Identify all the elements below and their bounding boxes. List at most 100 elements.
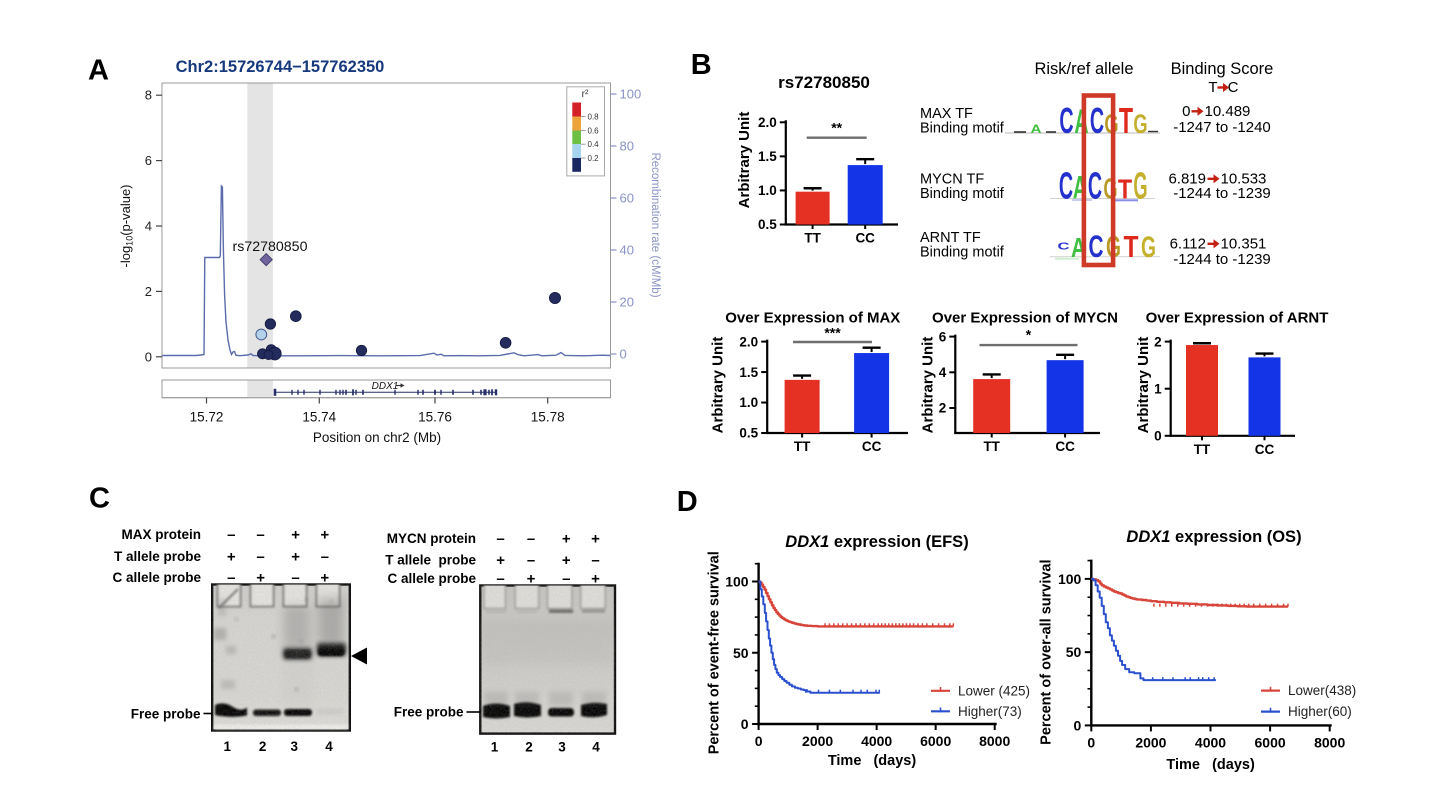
svg-text:0.5: 0.5 (739, 426, 758, 441)
svg-text:20: 20 (620, 295, 634, 310)
svg-text:4000: 4000 (1195, 734, 1226, 750)
svg-text:DDX1 expression (EFS): DDX1 expression (EFS) (785, 533, 968, 551)
svg-text:10.489: 10.489 (1205, 103, 1251, 120)
svg-text:Position on chr2 (Mb): Position on chr2 (Mb) (313, 430, 441, 445)
svg-text:G: G (1133, 108, 1147, 139)
svg-text:+: + (527, 571, 536, 588)
svg-text:C: C (1059, 102, 1073, 142)
svg-text:2: 2 (259, 739, 267, 754)
svg-text:–: – (527, 531, 535, 548)
svg-text:ARNT TF: ARNT TF (920, 230, 981, 246)
svg-text:0: 0 (1182, 103, 1190, 120)
svg-text:Lower(438): Lower(438) (1288, 683, 1356, 698)
svg-text:0.2: 0.2 (588, 154, 600, 163)
svg-text:Binding motif: Binding motif (920, 121, 1005, 137)
svg-text:C: C (89, 483, 110, 515)
svg-text:0: 0 (1087, 734, 1095, 750)
svg-text:1.5: 1.5 (739, 365, 758, 380)
svg-text:T allele probe: T allele probe (385, 553, 476, 568)
svg-text:–: – (256, 549, 264, 566)
svg-text:15.78: 15.78 (531, 410, 565, 425)
svg-text:2: 2 (1154, 334, 1162, 349)
svg-text:MYCN protein: MYCN protein (387, 531, 476, 546)
svg-text:0: 0 (741, 716, 749, 732)
svg-text:0: 0 (1154, 429, 1162, 444)
svg-text:A: A (88, 55, 109, 87)
svg-text:–: – (227, 527, 235, 544)
svg-text:0: 0 (145, 349, 152, 364)
svg-text:Free probe: Free probe (131, 706, 201, 721)
svg-text:-1244 to -1239: -1244 to -1239 (1173, 251, 1271, 268)
svg-text:T allele probe: T allele probe (114, 549, 202, 564)
svg-text:Arbitrary Unit: Arbitrary Unit (710, 337, 727, 434)
svg-text:Recombination rate (cM/Mb): Recombination rate (cM/Mb) (649, 152, 661, 297)
svg-text:rs72780850: rs72780850 (778, 73, 870, 92)
svg-text:Percent of over-all survival: Percent of over-all survival (1039, 559, 1055, 744)
svg-text:1: 1 (1154, 381, 1162, 396)
svg-text:Chr2:15726744−157762350: Chr2:15726744−157762350 (176, 58, 385, 76)
svg-text:–: – (496, 531, 504, 548)
svg-text:40: 40 (620, 243, 634, 258)
svg-text:Higher(73): Higher(73) (958, 704, 1022, 719)
svg-text:Binding motif: Binding motif (920, 186, 1005, 202)
svg-text:CC: CC (862, 439, 882, 454)
svg-text:4: 4 (592, 740, 600, 755)
svg-text:+: + (291, 527, 300, 544)
svg-text:8000: 8000 (1314, 734, 1345, 750)
svg-text:–: – (496, 571, 504, 588)
svg-text:15.72: 15.72 (190, 410, 224, 425)
svg-text:Time (days): Time (days) (1166, 757, 1255, 773)
svg-text:6000: 6000 (920, 733, 951, 749)
svg-text:T: T (1208, 79, 1217, 96)
svg-text:2: 2 (939, 401, 947, 416)
svg-text:15.76: 15.76 (418, 410, 452, 425)
svg-text:Lower (425): Lower (425) (958, 683, 1030, 698)
svg-text:Over Expression of MAX: Over Expression of MAX (725, 310, 900, 327)
svg-text:2.0: 2.0 (758, 115, 777, 130)
svg-text:TT: TT (983, 439, 1000, 454)
svg-text:Over Expression of MYCN: Over Expression of MYCN (932, 310, 1118, 327)
svg-text:G: G (1141, 232, 1156, 264)
svg-text:3: 3 (558, 740, 566, 755)
svg-text:8000: 8000 (979, 733, 1010, 749)
svg-text:TT: TT (1194, 442, 1211, 457)
svg-text:–: – (256, 527, 264, 544)
svg-text:4: 4 (145, 219, 152, 234)
svg-text:60: 60 (620, 191, 634, 206)
svg-text:2000: 2000 (802, 733, 833, 749)
svg-text:6: 6 (145, 153, 152, 168)
svg-text:0: 0 (620, 347, 627, 362)
svg-text:4000: 4000 (861, 733, 892, 749)
svg-text:80: 80 (620, 139, 634, 154)
svg-text:Percent of event-free survival: Percent of event-free survival (706, 551, 722, 754)
svg-text:+: + (256, 570, 265, 587)
svg-text:MAX TF: MAX TF (920, 106, 973, 122)
svg-text:Free probe: Free probe (394, 705, 464, 720)
svg-text:TT: TT (794, 439, 811, 454)
svg-text:+: + (320, 527, 329, 544)
svg-text:Risk/ref allele: Risk/ref allele (1034, 60, 1133, 78)
svg-text:MAX protein: MAX protein (122, 527, 202, 542)
svg-text:8: 8 (145, 88, 152, 103)
svg-text:4: 4 (325, 739, 333, 754)
svg-text:–: – (227, 570, 235, 587)
svg-text:2: 2 (145, 284, 152, 299)
svg-text:0.6: 0.6 (588, 126, 600, 135)
svg-text:Over Expression of ARNT: Over Expression of ARNT (1146, 310, 1329, 327)
svg-text:+: + (496, 552, 505, 569)
svg-text:6: 6 (939, 329, 947, 344)
svg-text:C allele probe: C allele probe (112, 570, 201, 585)
svg-text:CC: CC (1255, 442, 1275, 457)
svg-text:–: – (527, 552, 535, 569)
svg-text:+: + (291, 549, 300, 566)
svg-text:3: 3 (291, 739, 299, 754)
svg-text:Binding Score: Binding Score (1171, 60, 1274, 78)
svg-text:100: 100 (620, 87, 642, 102)
svg-text:-1244 to -1239: -1244 to -1239 (1173, 185, 1271, 202)
svg-text:T: T (1118, 174, 1132, 204)
svg-text:6000: 6000 (1255, 734, 1286, 750)
svg-text:C: C (1090, 102, 1104, 142)
svg-text:–: – (291, 570, 299, 587)
svg-text:–: – (321, 549, 329, 566)
svg-text:6.112: 6.112 (1170, 236, 1206, 253)
